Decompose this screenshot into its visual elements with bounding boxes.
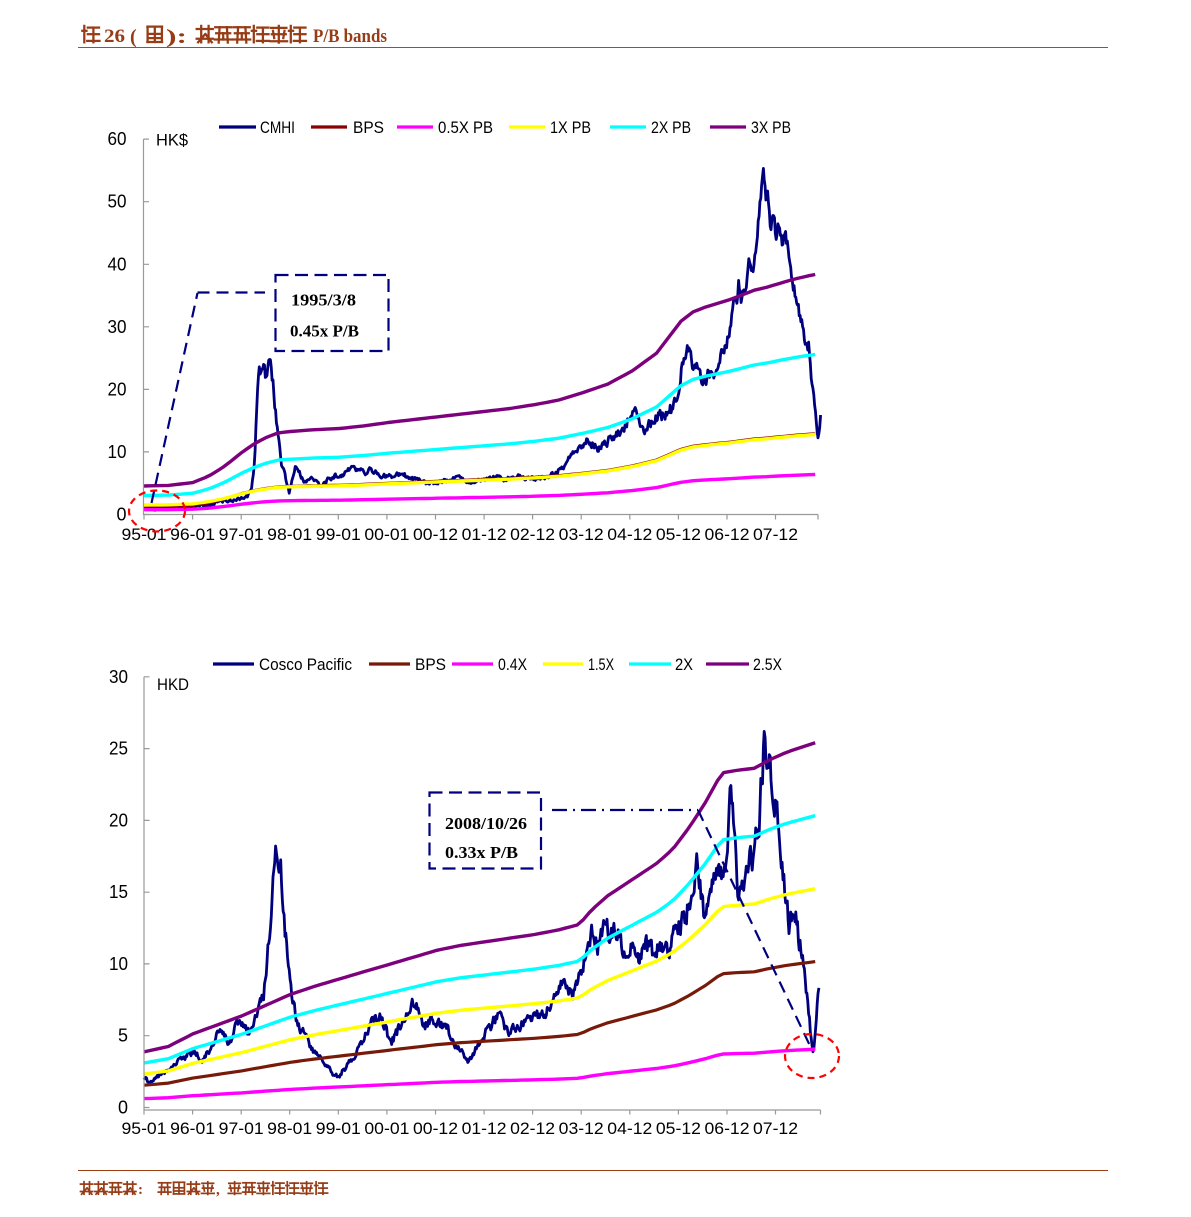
svg-text:03-12: 03-12 (559, 1119, 604, 1138)
svg-text:97-01: 97-01 (219, 1119, 264, 1138)
svg-text:04-12: 04-12 (607, 1119, 652, 1138)
svg-text:10: 10 (108, 442, 127, 462)
svg-text:3X PB: 3X PB (751, 118, 791, 137)
svg-text:2X: 2X (675, 655, 693, 674)
svg-text:02-12: 02-12 (510, 1119, 555, 1138)
svg-text:P/B bands: P/B bands (313, 27, 387, 47)
svg-text:0: 0 (117, 505, 127, 525)
svg-text:):: ): (166, 26, 187, 48)
svg-text:00-01: 00-01 (364, 525, 409, 544)
svg-text:25: 25 (109, 739, 128, 759)
svg-text:96-01: 96-01 (170, 525, 215, 544)
svg-text:00-01: 00-01 (364, 1119, 409, 1138)
svg-text:01-12: 01-12 (462, 525, 507, 544)
svg-text:97-01: 97-01 (219, 525, 264, 544)
svg-text:CMHI: CMHI (260, 118, 295, 137)
svg-text:2X PB: 2X PB (651, 118, 691, 137)
svg-text:50: 50 (108, 192, 127, 212)
svg-text:30: 30 (109, 667, 128, 687)
svg-text:2008/10/26: 2008/10/26 (445, 814, 527, 833)
svg-text:0.45x P/B: 0.45x P/B (290, 322, 359, 341)
svg-text:96-01: 96-01 (170, 1119, 215, 1138)
svg-text:95-01: 95-01 (122, 525, 167, 544)
svg-text:05-12: 05-12 (656, 525, 701, 544)
svg-text:99-01: 99-01 (316, 1119, 361, 1138)
svg-text:1995/3/8: 1995/3/8 (291, 291, 356, 310)
svg-text::: : (138, 1182, 143, 1198)
svg-text:BPS: BPS (353, 118, 384, 137)
svg-text:1.5X: 1.5X (588, 655, 614, 674)
svg-text:03-12: 03-12 (559, 525, 604, 544)
svg-text:Cosco Pacific: Cosco Pacific (259, 655, 352, 674)
svg-text:(: ( (130, 26, 137, 48)
svg-text:HK$: HK$ (156, 131, 189, 150)
svg-text:HKD: HKD (157, 675, 189, 694)
svg-text:00-12: 00-12 (413, 1119, 458, 1138)
svg-text:0.4X: 0.4X (498, 655, 527, 674)
svg-text:06-12: 06-12 (705, 525, 750, 544)
svg-text:,: , (216, 1182, 220, 1198)
svg-text:0.33x P/B: 0.33x P/B (445, 843, 518, 862)
svg-text:60: 60 (108, 129, 127, 149)
svg-text:07-12: 07-12 (753, 525, 798, 544)
svg-text:98-01: 98-01 (267, 525, 312, 544)
svg-text:99-01: 99-01 (316, 525, 361, 544)
svg-text:30: 30 (108, 317, 127, 337)
svg-text:26: 26 (104, 26, 125, 47)
svg-text:BPS: BPS (415, 655, 446, 674)
svg-text:10: 10 (109, 954, 128, 974)
svg-text:02-12: 02-12 (510, 525, 555, 544)
svg-text:00-12: 00-12 (413, 525, 458, 544)
svg-text:15: 15 (109, 882, 128, 902)
svg-text:20: 20 (108, 379, 127, 399)
svg-text:95-01: 95-01 (122, 1119, 167, 1138)
svg-text:98-01: 98-01 (267, 1119, 312, 1138)
svg-text:1X PB: 1X PB (550, 118, 591, 137)
svg-text:04-12: 04-12 (607, 525, 652, 544)
svg-text:20: 20 (109, 810, 128, 830)
svg-text:07-12: 07-12 (753, 1119, 798, 1138)
svg-text:01-12: 01-12 (462, 1119, 507, 1138)
svg-text:0.5X PB: 0.5X PB (438, 118, 493, 137)
svg-text:40: 40 (108, 254, 127, 274)
svg-text:2.5X: 2.5X (753, 655, 782, 674)
svg-text:0: 0 (118, 1098, 128, 1118)
svg-text:05-12: 05-12 (656, 1119, 701, 1138)
svg-text:06-12: 06-12 (705, 1119, 750, 1138)
svg-text:5: 5 (118, 1026, 128, 1046)
